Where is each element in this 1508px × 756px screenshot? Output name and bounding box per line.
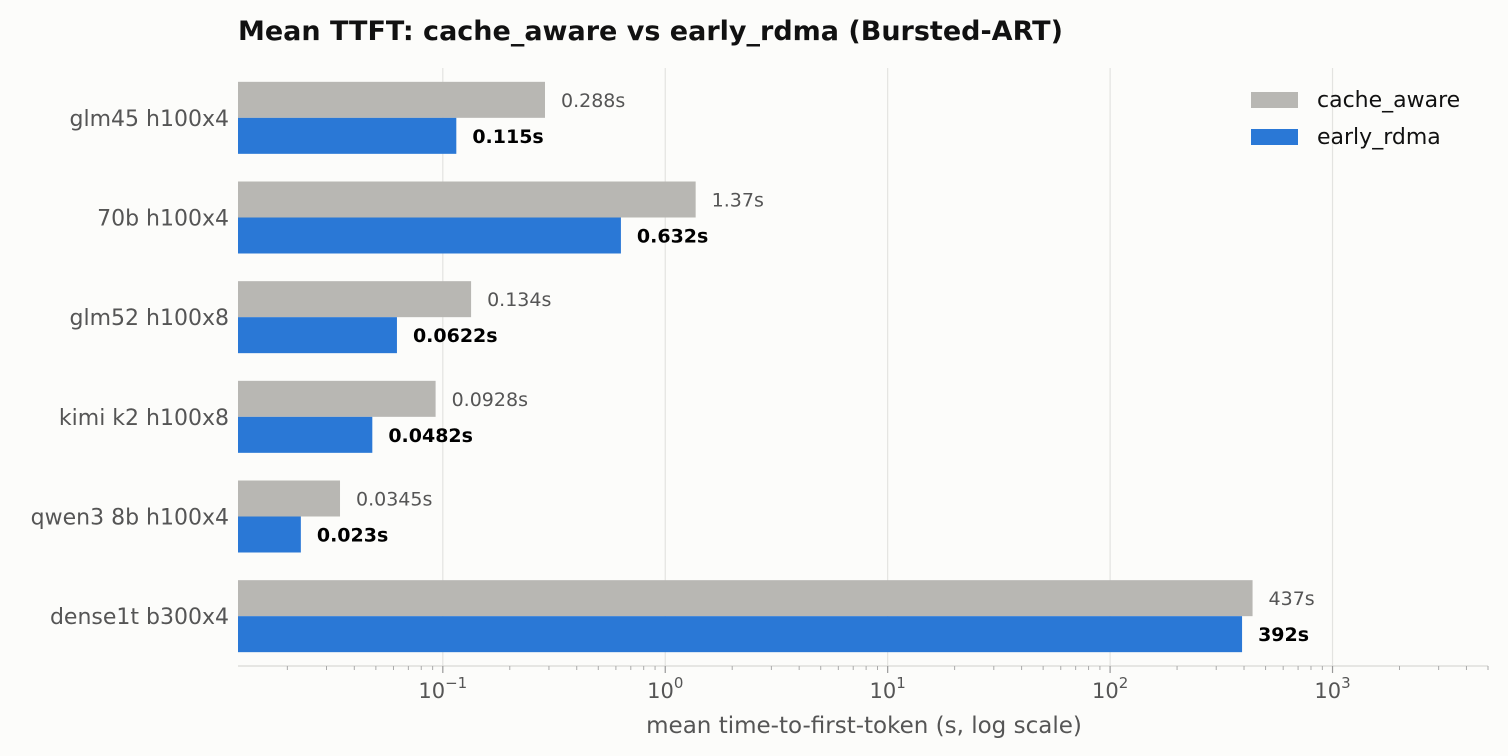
category-label: glm45 h100x4: [70, 107, 229, 132]
value-label-early_rdma: 0.023s: [317, 525, 388, 547]
x-tick-label: 101: [870, 674, 906, 703]
legend-swatch-cache_aware: [1251, 92, 1298, 108]
value-label-cache_aware: 1.37s: [712, 190, 764, 212]
bar-early_rdma: [238, 516, 301, 553]
category-label: qwen3 8b h100x4: [31, 506, 229, 531]
legend-label-early_rdma: early_rdma: [1317, 125, 1441, 150]
bar-early_rdma: [238, 416, 373, 453]
legend: cache_aware early_rdma: [1251, 88, 1460, 150]
bar-early_rdma: [238, 317, 397, 354]
bar-early_rdma: [238, 217, 621, 254]
value-label-cache_aware: 0.0928s: [452, 389, 528, 411]
bar-cache_aware: [238, 181, 696, 218]
bar-early_rdma: [238, 117, 457, 154]
value-label-cache_aware: 437s: [1269, 588, 1315, 610]
chart-title: Mean TTFT: cache_aware vs early_rdma (Bu…: [238, 16, 1063, 47]
legend-swatch-early_rdma: [1251, 129, 1298, 145]
bar-cache_aware: [238, 480, 341, 517]
value-label-early_rdma: 0.632s: [637, 226, 708, 248]
category-label: glm52 h100x8: [70, 306, 229, 331]
bar-cache_aware: [238, 580, 1253, 617]
value-label-cache_aware: 0.134s: [487, 289, 551, 311]
category-label: dense1t b300x4: [50, 605, 229, 630]
value-label-cache_aware: 0.288s: [561, 90, 625, 112]
value-label-early_rdma: 0.0622s: [413, 325, 498, 347]
x-tick-label: 100: [647, 674, 683, 703]
value-label-early_rdma: 0.0482s: [388, 425, 473, 447]
bar-early_rdma: [238, 616, 1243, 653]
category-label: 70b h100x4: [97, 207, 229, 232]
category-label: kimi k2 h100x8: [59, 406, 229, 431]
value-label-cache_aware: 0.0345s: [356, 489, 432, 511]
grid-layer: [442, 68, 1334, 666]
x-tick-label: 102: [1092, 674, 1128, 703]
axis-layer: 10−1 100 101 102 103 glm45 h100x4 70b h100x4 gl…: [31, 107, 1489, 703]
x-tick-label: 10−1: [418, 674, 467, 703]
x-axis-label: mean time-to-first-token (s, log scale): [646, 713, 1082, 739]
legend-label-cache_aware: cache_aware: [1317, 88, 1460, 113]
value-label-early_rdma: 0.115s: [472, 126, 543, 148]
value-label-early_rdma: 392s: [1258, 624, 1309, 646]
bar-cache_aware: [238, 380, 436, 417]
bar-cache_aware: [238, 81, 545, 118]
bar-cache_aware: [238, 281, 472, 318]
x-tick-label: 103: [1314, 674, 1350, 703]
